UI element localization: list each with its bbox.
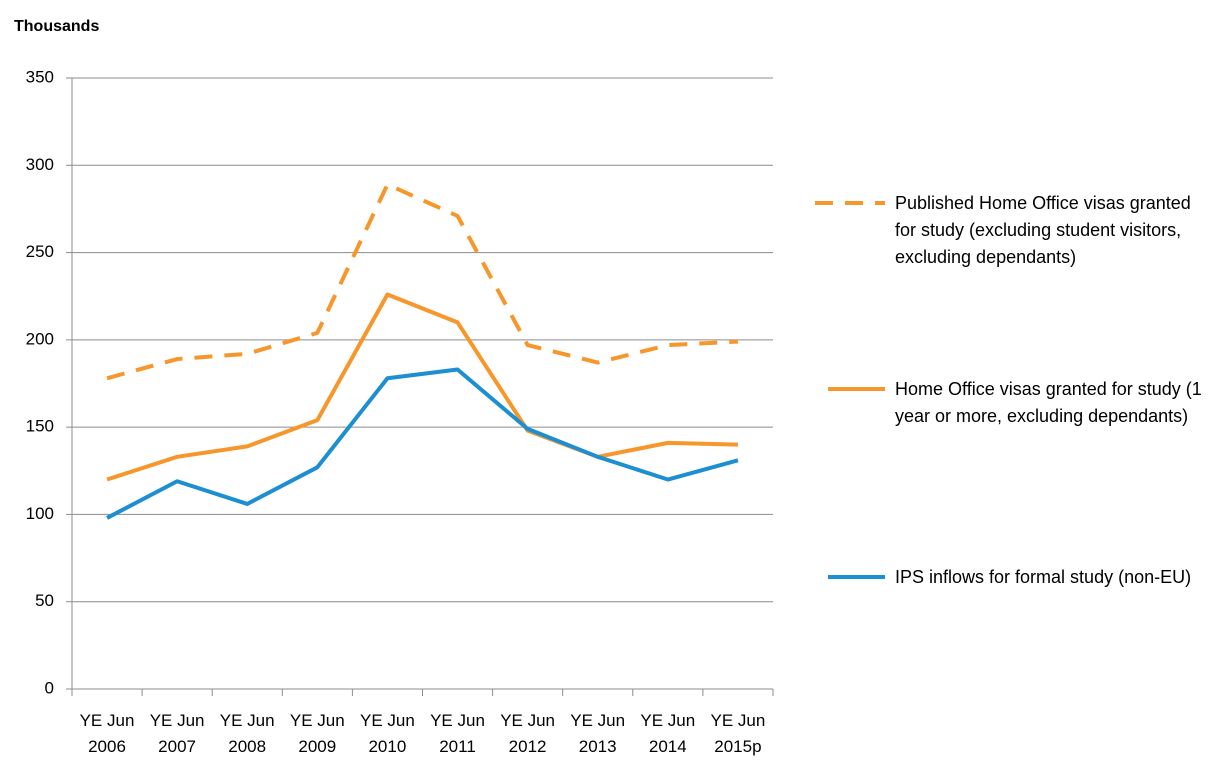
series-line <box>106 292 738 482</box>
x-tick-label: YE Jun 2008 <box>219 711 275 756</box>
y-tick-label: 150 <box>26 417 54 436</box>
series-line <box>106 182 739 381</box>
series-line <box>106 367 739 520</box>
y-tick-label: 350 <box>26 67 54 86</box>
y-tick-label: 200 <box>26 329 54 348</box>
x-tick-label: YE Jun 2007 <box>149 711 205 756</box>
x-tick-label: YE Jun 2011 <box>430 711 485 756</box>
y-tick-label: 50 <box>35 591 54 610</box>
y-tick-label: 250 <box>26 242 54 261</box>
x-tick-label: YE Jun 2009 <box>289 711 345 756</box>
x-tick-label: YE Jun 2014 <box>640 711 696 756</box>
x-tick-label: YE Jun 2012 <box>500 711 555 756</box>
y-tick-label: 300 <box>26 155 54 174</box>
x-tick-label: YE Jun 2010 <box>359 711 415 756</box>
y-axis-label: Thousands <box>14 18 100 35</box>
legend-label: Published Home Office visas granted for … <box>895 193 1191 267</box>
y-tick-label: 0 <box>45 678 54 697</box>
x-tick-label: YE Jun 2015p <box>710 711 766 756</box>
y-tick-label: 100 <box>26 504 54 523</box>
legend-label: Home Office visas granted for study (1 y… <box>895 379 1202 426</box>
x-tick-label: YE Jun 2006 <box>79 711 135 756</box>
x-tick-label: YE Jun 2013 <box>570 711 626 756</box>
legend-label: IPS inflows for formal study (non-EU) <box>895 567 1192 587</box>
